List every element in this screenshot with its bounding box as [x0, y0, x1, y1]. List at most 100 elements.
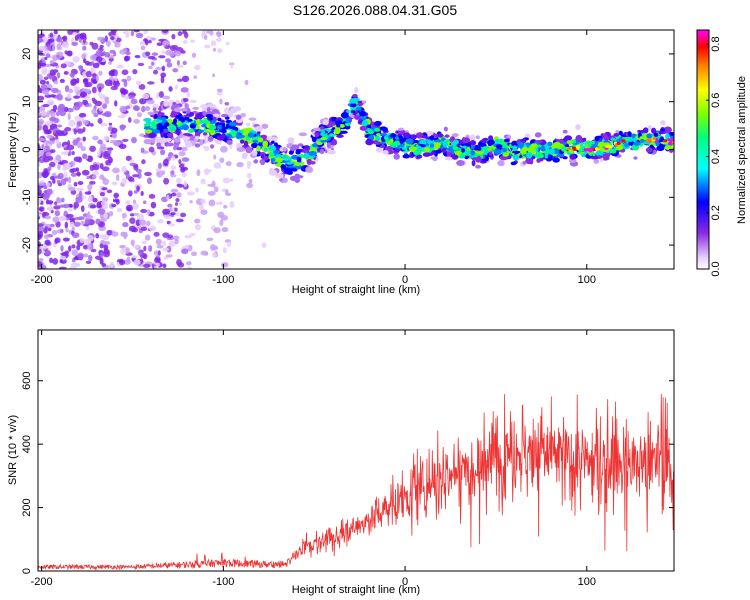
spectrogram-cell [552, 157, 560, 163]
spectrogram-cell [221, 262, 229, 268]
spectrogram-cell [87, 183, 93, 191]
spectrogram-cell [136, 112, 143, 118]
spectrogram-cell [175, 129, 181, 135]
spectrogram-cell [110, 36, 115, 41]
spectrogram-cell [129, 213, 135, 217]
spectrogram-cell [189, 232, 196, 237]
spectrogram-cell [512, 154, 520, 161]
spectrogram-cell [131, 227, 137, 233]
spectrogram-cell [153, 231, 160, 237]
spectrogram-cell [56, 72, 61, 79]
spectrogram-cell [230, 107, 238, 113]
spectrogram-cell [375, 147, 383, 153]
spectrogram-cell [236, 134, 246, 139]
spectrogram-cell [521, 147, 530, 152]
spectrogram-cell [429, 135, 435, 141]
spectrogram-cell [59, 228, 64, 233]
spectrogram-cell [260, 159, 266, 166]
spectrogram-cell [287, 157, 293, 162]
spectrogram-cell [215, 201, 224, 206]
spectrogram-cell [74, 115, 83, 122]
spectrogram-cell [562, 129, 568, 134]
spectrogram-cell [208, 199, 216, 207]
spectrogram-cell [90, 123, 94, 127]
spectrogram-cell [130, 98, 138, 105]
spectrogram-cell [374, 135, 381, 141]
spectrogram-cell [82, 119, 89, 125]
spectrogram-cell [145, 51, 151, 57]
spectrogram-cell [168, 223, 176, 227]
spectrogram-cell [50, 94, 56, 98]
spectrogram-cell [137, 62, 145, 67]
spectrogram-cell [54, 210, 61, 217]
spectrogram-cell [456, 160, 465, 166]
spectrogram-cell [101, 146, 108, 150]
spectrogram-cell [442, 141, 449, 148]
spectrogram-cell [53, 80, 59, 85]
spectrogram-cell [669, 131, 674, 137]
spectrogram-cell [175, 99, 180, 104]
spectrogram-cell [191, 251, 198, 257]
spectrogram-cell [219, 219, 224, 226]
spectrogram-cell [451, 133, 459, 138]
spectrogram-cell [43, 67, 48, 74]
spectrogram-cell [43, 228, 48, 234]
spectrogram-cell [103, 111, 112, 118]
spectrogram-cell [230, 62, 234, 69]
spectrogram-cell [103, 244, 109, 251]
spectrogram-cell [56, 54, 60, 58]
snr-x-tick-label: -100 [212, 576, 234, 588]
spectrogram-cell [328, 133, 336, 137]
spectrogram-cell [667, 138, 672, 142]
spectrogram-cell [45, 152, 52, 157]
snr-x-label: Height of straight line (km) [292, 584, 420, 596]
spectrogram-cell [108, 70, 116, 77]
spectrogram-cell [82, 99, 88, 105]
spectrogram-cell [155, 66, 162, 70]
spectrogram-cell [173, 137, 181, 143]
spectrogram-cell [566, 140, 573, 144]
spectrogram-cell [78, 65, 84, 72]
spectrogram-cell [321, 129, 325, 136]
spectrogram-cell [113, 192, 120, 199]
spectrogram-cell [59, 216, 65, 222]
spectrogram-cell [57, 183, 62, 187]
spectrogram-cell [201, 123, 208, 128]
spectrogram-cell [522, 161, 527, 165]
spectrogram-cell [47, 166, 52, 171]
spectrogram-cell [92, 197, 98, 203]
spectrogram-cell [76, 141, 83, 149]
spectrogram-cell [207, 190, 216, 196]
spectrogram-cell [141, 105, 146, 113]
spectrogram-cell [115, 37, 122, 43]
spectrogram-cell [169, 45, 176, 51]
spectrogram-cell [585, 148, 590, 152]
spectrogram-cell [49, 149, 56, 154]
spectrogram-cell [113, 141, 121, 147]
spectrogram-cell [175, 197, 180, 203]
spectrogram-cell [158, 126, 164, 131]
spectrogram-cell [180, 212, 187, 218]
spectrogram-cell [38, 223, 44, 227]
colorbar-tick-label: 0.4 [710, 149, 722, 164]
spectrogram-cell [198, 112, 203, 116]
spectrogram-cell [143, 30, 148, 35]
spectrogram-cell [141, 159, 146, 165]
spectrogram-cell [185, 261, 192, 266]
spectrogram-cell [52, 258, 59, 265]
spectrogram-cell [170, 170, 175, 175]
spectrogram-cell [99, 257, 104, 265]
spectrogram-cell [173, 145, 177, 151]
spectrogram-cell [213, 162, 222, 169]
spectrogram-cell [170, 174, 177, 178]
spectrogram-cell [51, 44, 56, 51]
spectrogram-cell [152, 107, 157, 112]
spectrogram-cell [154, 136, 163, 143]
spectrogram-cell [126, 75, 132, 82]
spectrogram-cell [103, 136, 110, 141]
spectrogram-cell [80, 205, 85, 212]
spectrogram-cell [585, 140, 591, 145]
spectrogram-cell [64, 126, 72, 132]
spectrogram-cell [450, 142, 457, 147]
spectrogram-cell [382, 127, 388, 132]
